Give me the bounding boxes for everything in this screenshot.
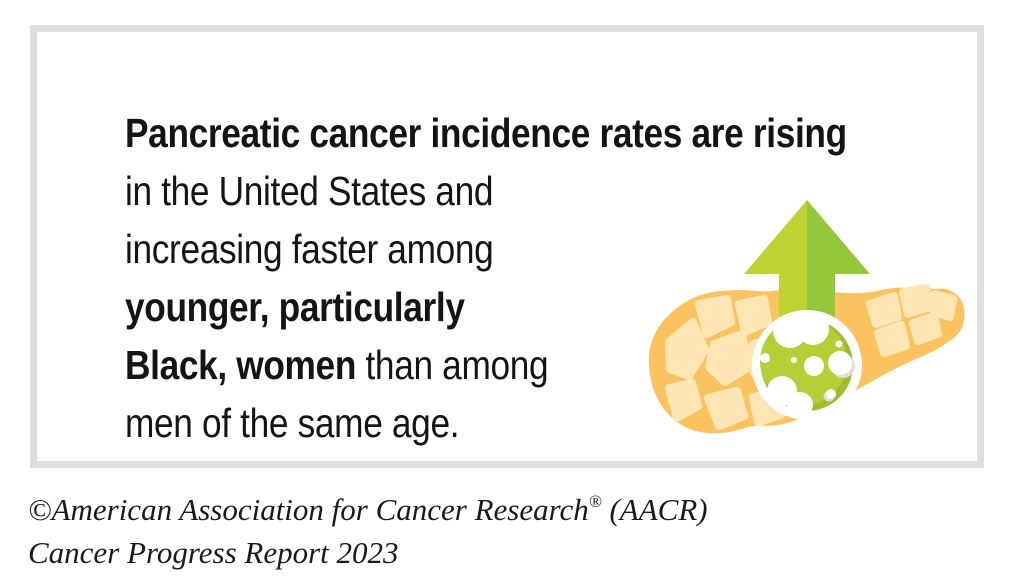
headline-line-2: in the United States and: [125, 168, 494, 214]
pancreas-tumor-arrow-icon: [648, 200, 965, 434]
headline-bold-segment: Black, women: [125, 342, 357, 388]
headline-line-6: men of the same age.: [125, 400, 460, 446]
attribution-line-2: Cancer Progress Report 2023: [28, 535, 399, 570]
infographic-card: Pancreatic cancer incidence rates are ri…: [30, 25, 984, 468]
registered-mark: ®: [588, 492, 602, 511]
headline-text: Pancreatic cancer incidence rates are ri…: [125, 104, 847, 452]
headline-line-4: younger, particularly: [125, 278, 847, 336]
attribution-line-1: ©American Association for Cancer Researc…: [28, 492, 708, 527]
headline-line-3: increasing faster among: [125, 226, 494, 272]
attribution: ©American Association for Cancer Researc…: [28, 480, 708, 574]
headline-bold-segment: Pancreatic cancer incidence rates are ri…: [125, 110, 847, 156]
tumor-vacuoles: [760, 313, 855, 418]
headline-line-1: Pancreatic cancer incidence rates are ri…: [125, 104, 847, 162]
headline-line-5: Black, women than among: [125, 342, 549, 388]
headline-bold-segment: younger, particularly: [125, 284, 465, 330]
